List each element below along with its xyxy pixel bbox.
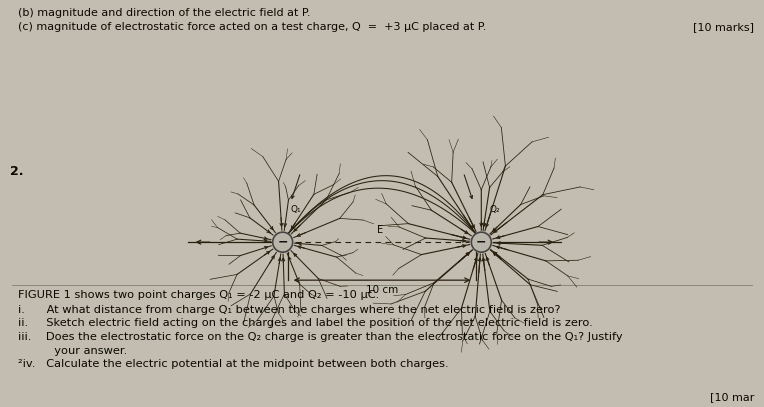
Text: −: − — [277, 236, 288, 249]
Text: your answer.: your answer. — [18, 346, 128, 355]
Text: −: − — [476, 236, 487, 249]
Text: ²iv.   Calculate the electric potential at the midpoint between both charges.: ²iv. Calculate the electric potential at… — [18, 359, 448, 369]
Circle shape — [273, 232, 293, 252]
Text: [10 marks]: [10 marks] — [693, 22, 754, 32]
Circle shape — [471, 232, 491, 252]
Text: FIGURE 1 shows two point charges Q₁ = -2 μC and Q₂ = -10 μC.: FIGURE 1 shows two point charges Q₁ = -2… — [18, 290, 379, 300]
Text: (c) magnitude of electrostatic force acted on a test charge, Q  =  +3 μC placed : (c) magnitude of electrostatic force act… — [18, 22, 487, 32]
Text: Q₂: Q₂ — [489, 205, 500, 214]
Text: i.      At what distance from charge Q₁ between the charges where the net electr: i. At what distance from charge Q₁ betwe… — [18, 305, 561, 315]
Text: Q₁: Q₁ — [290, 205, 301, 214]
Text: iii.    Does the electrostatic force on the Q₂ charge is greater than the electr: iii. Does the electrostatic force on the… — [18, 332, 623, 342]
Text: 10 cm: 10 cm — [366, 285, 398, 295]
Text: E: E — [377, 225, 383, 235]
Text: ii.     Sketch electric field acting on the charges and label the position of th: ii. Sketch electric field acting on the … — [18, 319, 593, 328]
Text: [10 mar: [10 mar — [710, 392, 754, 402]
Text: (b) magnitude and direction of the electric field at P.: (b) magnitude and direction of the elect… — [18, 8, 310, 18]
Text: 2.: 2. — [10, 165, 24, 178]
